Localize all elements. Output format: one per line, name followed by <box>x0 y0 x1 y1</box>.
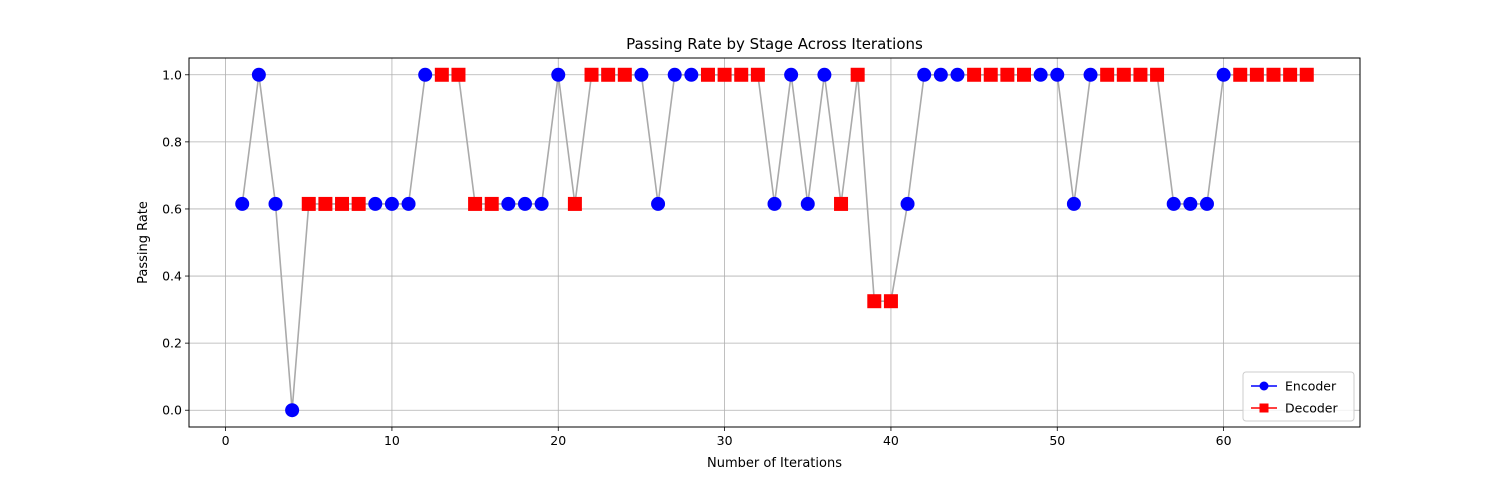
decoder-point <box>318 196 333 211</box>
decoder-point <box>434 67 449 82</box>
encoder-point <box>784 67 799 82</box>
decoder-point <box>983 67 998 82</box>
decoder-point <box>734 67 749 82</box>
y-tick-label: 1.0 <box>162 67 182 82</box>
encoder-point <box>950 67 965 82</box>
decoder-point <box>967 67 982 82</box>
decoder-point <box>484 196 499 211</box>
y-tick-label: 0.2 <box>162 336 182 351</box>
x-tick-label: 20 <box>550 433 566 448</box>
legend-label-encoder: Encoder <box>1285 379 1337 394</box>
decoder-point <box>867 294 882 309</box>
decoder-point <box>700 67 715 82</box>
decoder-point <box>1017 67 1032 82</box>
decoder-point <box>850 67 865 82</box>
decoder-point <box>1000 67 1015 82</box>
encoder-point <box>1083 67 1098 82</box>
encoder-point <box>1033 67 1048 82</box>
decoder-point <box>1133 67 1148 82</box>
decoder-point <box>301 196 316 211</box>
y-tick-label: 0.4 <box>162 269 182 284</box>
encoder-point <box>235 196 250 211</box>
encoder-point <box>933 67 948 82</box>
x-tick-label: 40 <box>883 433 899 448</box>
y-tick-label: 0.0 <box>162 403 182 418</box>
encoder-point <box>634 67 649 82</box>
decoder-point <box>468 196 483 211</box>
encoder-point <box>1050 67 1065 82</box>
encoder-point <box>368 196 383 211</box>
encoder-point <box>800 196 815 211</box>
encoder-point <box>251 67 266 82</box>
encoder-point <box>1166 196 1181 211</box>
x-axis-ticks: 0 10 20 30 40 50 60 <box>222 427 1232 448</box>
encoder-point <box>517 196 532 211</box>
decoder-point <box>1116 67 1131 82</box>
x-tick-label: 30 <box>717 433 733 448</box>
decoder-point <box>351 196 366 211</box>
encoder-point <box>917 67 932 82</box>
grid-lines <box>189 58 1360 427</box>
encoder-point <box>285 403 300 418</box>
decoder-point <box>451 67 466 82</box>
connecting-line <box>241 73 1307 411</box>
encoder-point <box>1199 196 1214 211</box>
decoder-point <box>567 196 582 211</box>
encoder-point <box>1216 67 1231 82</box>
series-connecting-line <box>241 73 1307 411</box>
encoder-point <box>501 196 516 211</box>
decoder-point <box>601 67 616 82</box>
legend-label-decoder: Decoder <box>1285 401 1338 416</box>
decoder-point <box>1283 67 1298 82</box>
decoder-point <box>617 67 632 82</box>
x-axis-label: Number of Iterations <box>707 456 842 471</box>
encoder-point <box>401 196 416 211</box>
decoder-point <box>1233 67 1248 82</box>
chart-title: Passing Rate by Stage Across Iterations <box>626 35 923 53</box>
encoder-point <box>817 67 832 82</box>
encoder-point <box>534 196 549 211</box>
encoder-point <box>1183 196 1198 211</box>
encoder-point <box>684 67 699 82</box>
decoder-point <box>584 67 599 82</box>
legend-marker-decoder <box>1259 403 1269 413</box>
legend-marker-encoder <box>1259 381 1269 391</box>
encoder-point <box>268 196 283 211</box>
encoder-point <box>384 196 399 211</box>
y-axis-label: Passing Rate <box>136 201 151 284</box>
decoder-point <box>1150 67 1165 82</box>
x-tick-label: 10 <box>384 433 400 448</box>
encoder-point <box>767 196 782 211</box>
data-points <box>235 67 1314 418</box>
x-tick-label: 60 <box>1216 433 1232 448</box>
decoder-point <box>1299 67 1314 82</box>
y-axis-ticks: 0.0 0.2 0.4 0.6 0.8 1.0 <box>162 67 189 418</box>
x-tick-label: 0 <box>222 433 230 448</box>
encoder-point <box>667 67 682 82</box>
encoder-point <box>551 67 566 82</box>
decoder-point <box>883 294 898 309</box>
x-tick-label: 50 <box>1049 433 1065 448</box>
encoder-point <box>418 67 433 82</box>
plot-frame <box>188 57 1361 428</box>
encoder-point <box>651 196 666 211</box>
y-tick-label: 0.8 <box>162 134 182 149</box>
legend: Encoder Decoder <box>1242 371 1355 422</box>
decoder-point <box>335 196 350 211</box>
decoder-point <box>834 196 849 211</box>
y-tick-label: 0.6 <box>162 201 182 216</box>
decoder-point <box>750 67 765 82</box>
decoder-point <box>1100 67 1115 82</box>
encoder-point <box>1066 196 1081 211</box>
encoder-point <box>900 196 915 211</box>
decoder-point <box>1249 67 1264 82</box>
decoder-point <box>717 67 732 82</box>
decoder-point <box>1266 67 1281 82</box>
